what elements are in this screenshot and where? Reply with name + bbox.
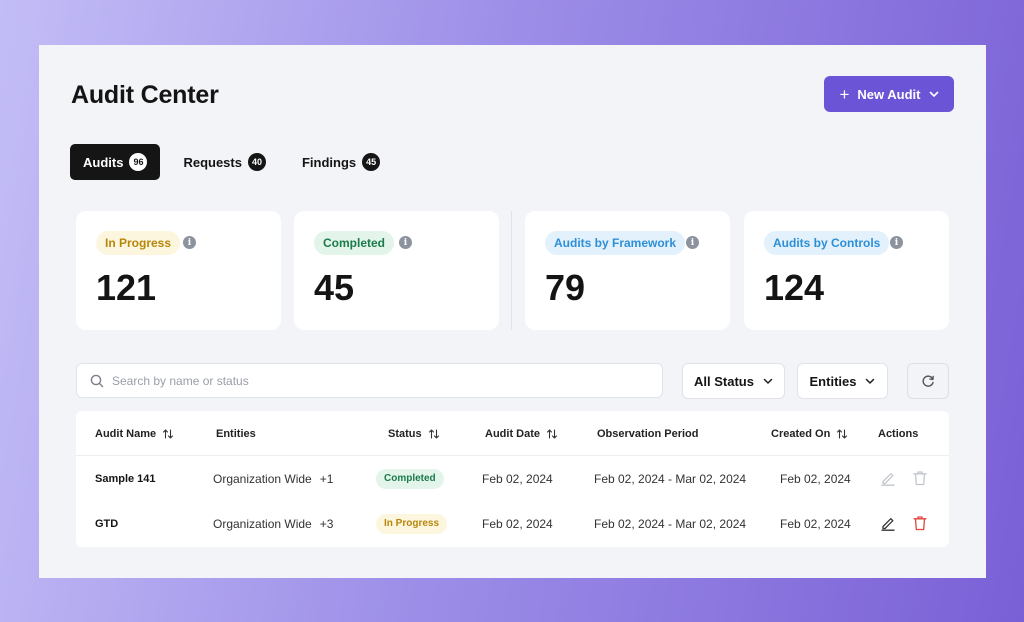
- stat-value: 124: [764, 267, 825, 308]
- column-header-entities: Entities: [216, 411, 256, 456]
- stat-label: Completed: [314, 231, 395, 255]
- column-header-audit-name[interactable]: Audit Name: [95, 411, 174, 456]
- audit-name-cell[interactable]: Sample 141: [95, 472, 156, 485]
- stat-value: 121: [96, 267, 157, 308]
- chevron-down-icon: [866, 378, 875, 384]
- column-label: Audit Name: [95, 427, 157, 440]
- audit-center-panel: Audit Center + New Audit Audits 96 Reque…: [39, 45, 986, 578]
- tab-findings[interactable]: Findings 45: [289, 144, 393, 180]
- tab-label: Audits: [83, 154, 124, 170]
- entities-extra-count[interactable]: +1: [319, 471, 334, 486]
- entities-cell: Organization Wide +3: [213, 501, 333, 546]
- observation-period-cell: Feb 02, 2024 - Mar 02, 2024: [594, 471, 747, 486]
- stat-value: 45: [314, 267, 355, 308]
- info-icon[interactable]: i: [399, 236, 412, 249]
- column-label: Actions: [878, 427, 919, 440]
- search-input[interactable]: [112, 373, 612, 388]
- observation-period-cell: Feb 02, 2024 - Mar 02, 2024: [594, 516, 747, 531]
- audit-name-cell[interactable]: GTD: [95, 517, 119, 530]
- chevron-down-icon: [763, 378, 773, 384]
- status-cell: Completed: [376, 456, 444, 501]
- info-icon[interactable]: i: [183, 236, 196, 249]
- stat-value: 79: [545, 267, 586, 308]
- sort-icon[interactable]: [162, 428, 174, 440]
- created-on-cell: Feb 02, 2024: [780, 471, 851, 486]
- chevron-down-icon: [929, 91, 938, 97]
- entities-value: Organization Wide: [213, 471, 312, 486]
- column-label: Status: [388, 427, 422, 440]
- stat-label: Audits by Controls: [764, 231, 890, 255]
- status-filter-dropdown[interactable]: All Status: [682, 363, 785, 399]
- column-label: Audit Date: [485, 427, 540, 440]
- edit-icon[interactable]: [879, 514, 897, 532]
- column-label: Entities: [216, 427, 256, 440]
- info-icon[interactable]: i: [890, 236, 903, 249]
- status-cell: In Progress: [376, 501, 448, 546]
- column-header-status[interactable]: Status: [388, 411, 440, 456]
- stat-label: Audits by Framework: [545, 231, 686, 255]
- tab-bar: Audits 96 Requests 40 Findings 45: [70, 144, 393, 180]
- stat-card-audits-by-controls[interactable]: Audits by Controls i 124: [744, 211, 949, 330]
- column-header-audit-date[interactable]: Audit Date: [485, 411, 558, 456]
- audit-date-cell: Feb 02, 2024: [482, 516, 553, 531]
- search-box[interactable]: [76, 363, 663, 398]
- table-header: Audit Name Entities Status Audit Date Ob…: [76, 411, 949, 456]
- tab-label: Findings: [301, 154, 357, 170]
- column-header-created-on[interactable]: Created On: [771, 411, 848, 456]
- entities-value: Organization Wide: [213, 516, 312, 531]
- tab-requests[interactable]: Requests 40: [170, 144, 279, 180]
- sort-icon[interactable]: [428, 428, 440, 440]
- tab-count-badge: 96: [129, 153, 148, 171]
- tab-audits[interactable]: Audits 96: [70, 144, 161, 180]
- search-icon: [90, 374, 104, 387]
- entities-filter-label: Entities: [809, 373, 857, 389]
- entities-filter-dropdown[interactable]: Entities: [797, 363, 888, 399]
- entities-extra-count[interactable]: +3: [319, 516, 334, 531]
- created-on-cell: Feb 02, 2024: [780, 516, 851, 531]
- status-filter-label: All Status: [694, 373, 754, 389]
- status-badge: In Progress: [376, 513, 448, 534]
- column-label: Created On: [771, 427, 831, 440]
- entities-cell: Organization Wide +1: [213, 456, 333, 501]
- trash-icon[interactable]: [911, 469, 929, 487]
- stat-card-completed[interactable]: Completed i 45: [294, 211, 499, 330]
- table-row[interactable]: Sample 141 Organization Wide +1 Complete…: [76, 456, 949, 501]
- page-title: Audit Center: [71, 81, 219, 109]
- info-icon[interactable]: i: [686, 236, 699, 249]
- refresh-button[interactable]: [907, 363, 949, 399]
- refresh-icon: [922, 375, 934, 387]
- new-audit-label: New Audit: [857, 86, 921, 102]
- table-row[interactable]: GTD Organization Wide +3 In Progress Feb…: [76, 501, 949, 546]
- column-header-observation-period: Observation Period: [597, 411, 698, 456]
- column-label: Observation Period: [597, 427, 699, 440]
- new-audit-button[interactable]: + New Audit: [824, 76, 954, 112]
- tab-count-badge: 45: [362, 153, 381, 171]
- sort-icon[interactable]: [836, 428, 848, 440]
- stat-label: In Progress: [96, 231, 181, 255]
- plus-icon: +: [839, 84, 850, 104]
- audit-date-cell: Feb 02, 2024: [482, 471, 553, 486]
- column-header-actions: Actions: [878, 411, 918, 456]
- stat-card-in-progress[interactable]: In Progress i 121: [76, 211, 281, 330]
- stats-divider: [511, 211, 512, 330]
- sort-icon[interactable]: [546, 428, 558, 440]
- trash-icon[interactable]: [911, 514, 929, 532]
- edit-icon[interactable]: [879, 469, 897, 487]
- stat-card-audits-by-framework[interactable]: Audits by Framework i 79: [525, 211, 730, 330]
- audits-table: Audit Name Entities Status Audit Date Ob…: [76, 411, 949, 547]
- status-badge: Completed: [376, 468, 444, 489]
- tab-count-badge: 40: [247, 153, 266, 171]
- tab-label: Requests: [183, 154, 242, 170]
